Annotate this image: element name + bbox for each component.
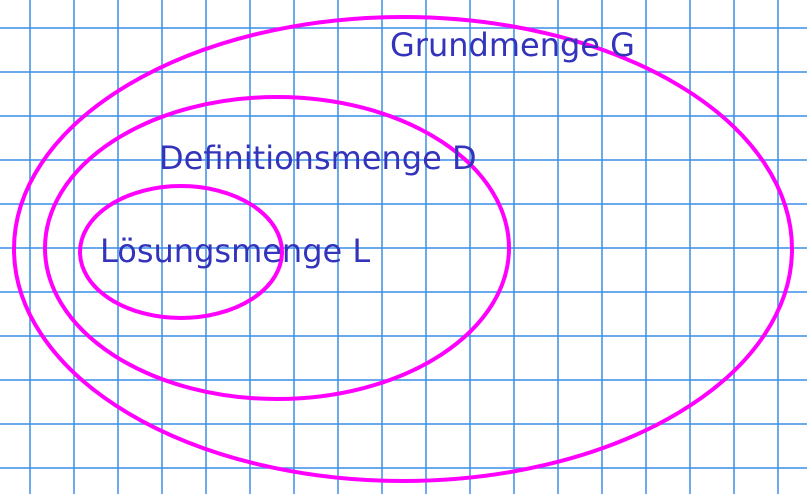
loesungsmenge-label: Lösungsmenge L [100,232,370,270]
loesungsmenge-ellipse [78,184,284,320]
grundmenge-ellipse [12,15,794,483]
grundmenge-label: Grundmenge G [390,26,635,64]
definitionsmenge-label: Definitionsmenge D [159,139,477,177]
definitionsmenge-ellipse [43,95,511,401]
